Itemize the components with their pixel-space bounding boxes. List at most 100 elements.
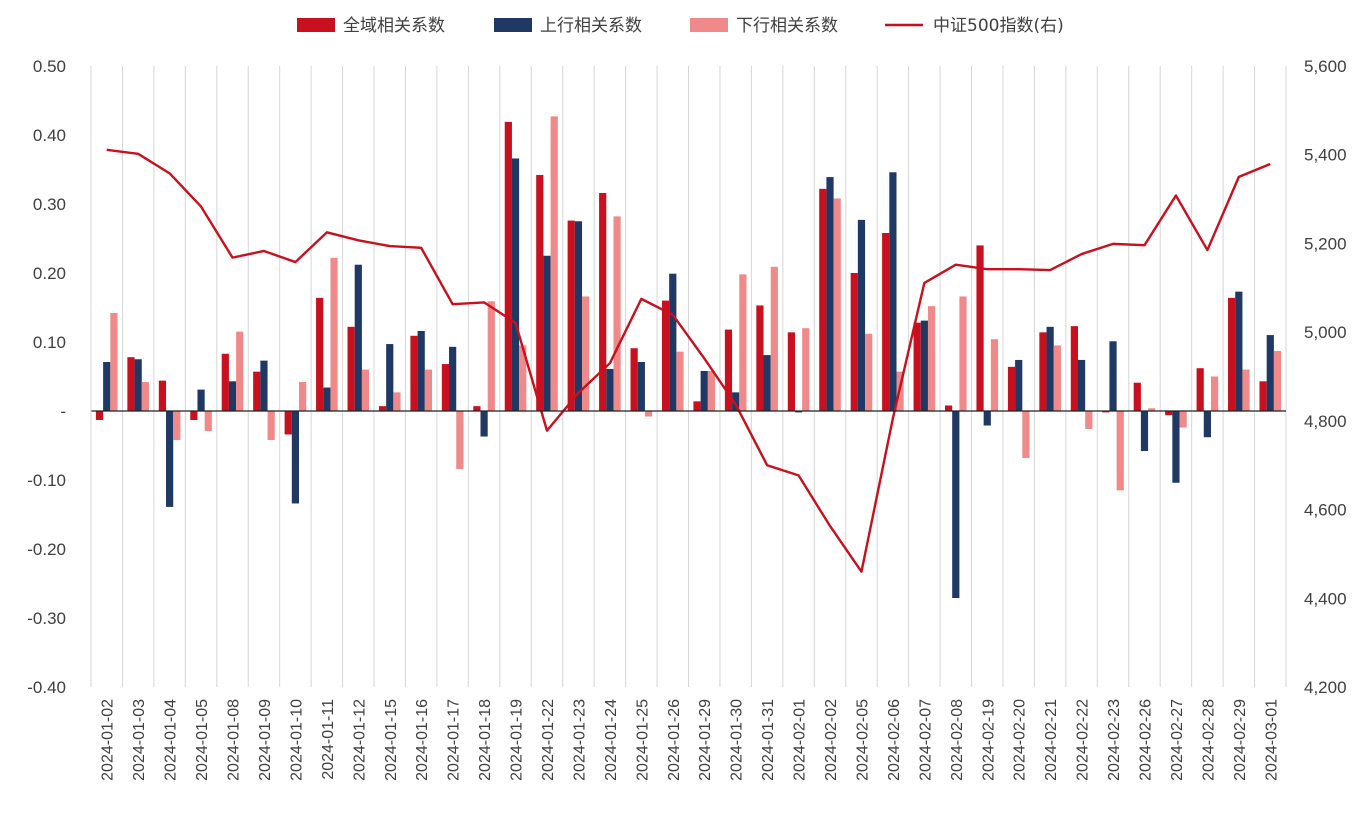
y-left-tick: 0.30 [33,195,66,214]
bar-2-31 [1085,411,1093,429]
legend: 全域相关系数 上行相关系数 下行相关系数 中证500指数(右) [297,16,1064,36]
x-tick-label: 2024-01-05 [194,699,211,781]
x-tick-label: 2024-01-09 [257,699,274,781]
line-series [106,148,1271,573]
bar-2-8 [361,369,370,411]
x-tick-label: 2024-02-26 [1137,699,1154,781]
bar-2-30 [1053,345,1061,411]
bar-2-6 [299,382,307,411]
bar-1-16 [606,368,614,411]
bar-2-16 [613,216,621,411]
legend-swatch-0 [297,18,335,32]
bar-0-9 [378,406,387,411]
y-right-tick: 5,200 [1304,234,1347,253]
grid-lines [121,66,1287,687]
bar-2-19 [707,370,716,411]
bar-1-10 [417,330,425,411]
bar-2-20 [739,274,747,411]
x-tick-label: 2024-01-03 [131,699,148,781]
y-right-tick: 5,000 [1304,323,1347,342]
bar-1-0 [103,362,111,411]
bar-0-24 [850,273,858,411]
bar-0-1 [127,357,135,411]
bar-2-17 [644,411,653,417]
bar-2-27 [959,296,967,411]
bar-0-37 [1259,381,1267,411]
bar-0-14 [536,175,544,411]
bar-1-15 [574,221,583,411]
legend-swatch-1 [494,18,532,32]
bar-1-3 [197,389,205,411]
bar-1-23 [826,177,834,411]
bar-2-29 [1022,411,1030,458]
y-left-tick: 0.10 [33,333,66,352]
bar-1-30 [1046,326,1054,411]
bar-0-17 [630,348,638,411]
bar-2-18 [676,351,684,411]
bar-1-13 [511,158,520,411]
index-line [106,148,1271,573]
bar-2-11 [456,411,464,469]
bar-0-27 [945,405,953,411]
bar-0-15 [567,220,575,411]
x-tick-label: 2024-01-11 [320,699,337,780]
bar-0-21 [756,305,764,411]
bar-2-5 [267,411,275,440]
x-tick-label: 2024-02-23 [1106,699,1123,781]
bar-1-5 [260,360,268,411]
bar-0-8 [347,326,355,411]
bar-2-24 [865,333,873,411]
x-tick-label: 2024-01-19 [509,699,526,781]
bar-1-8 [354,264,362,411]
bar-0-18 [661,300,670,411]
bar-1-20 [732,392,740,411]
bar-0-12 [473,406,481,411]
y-right-tick: 4,600 [1304,501,1347,520]
x-tick-label: 2024-02-19 [980,699,997,781]
bar-0-26 [913,322,921,411]
y-left-tick: 0.50 [33,57,66,76]
bar-0-22 [787,332,795,411]
bar-1-33 [1140,411,1149,452]
bar-0-31 [1070,326,1078,411]
x-tick-label: 2024-02-06 [886,699,903,781]
bar-0-10 [410,335,418,411]
bar-2-26 [927,306,936,411]
x-tick-label: 2024-01-10 [288,699,305,781]
y-left-tick: 0.20 [33,264,66,283]
bar-2-32 [1116,411,1124,491]
bar-2-21 [770,266,778,411]
bar-2-14 [550,116,558,412]
bar-0-25 [882,232,890,411]
bar-0-13 [504,121,512,411]
y-left-tick: - [60,402,66,421]
bar-2-1 [141,382,149,411]
y-left-tick: 0.40 [33,126,66,145]
x-tick-label: 2024-02-02 [823,699,840,781]
legend-label-3: 中证500指数(右) [933,16,1064,36]
bar-0-35 [1196,368,1204,411]
bar-1-22 [794,411,803,413]
bar-0-20 [724,329,733,411]
bar-0-34 [1165,411,1173,416]
bar-2-36 [1242,369,1250,411]
bar-2-23 [833,198,841,411]
y-left-tick: -0.30 [27,609,66,628]
legend-label-0: 全域相关系数 [343,16,445,36]
bar-1-18 [669,273,677,411]
x-tick-label: 2024-02-27 [1169,699,1186,781]
bar-2-13 [519,345,527,411]
bar-2-33 [1148,408,1156,411]
bar-1-34 [1172,411,1180,483]
bar-0-23 [819,188,827,411]
x-tick-label: 2024-02-22 [1075,699,1092,781]
bar-1-12 [480,411,488,437]
x-tick-label: 2024-02-07 [917,699,934,781]
bar-2-7 [330,257,338,411]
bar-1-31 [1077,359,1086,411]
x-tick-label: 2024-01-02 [100,699,117,781]
bar-1-9 [386,344,394,411]
x-tick-label: 2024-01-29 [697,699,714,781]
x-tick-label: 2024-02-21 [1043,699,1060,781]
